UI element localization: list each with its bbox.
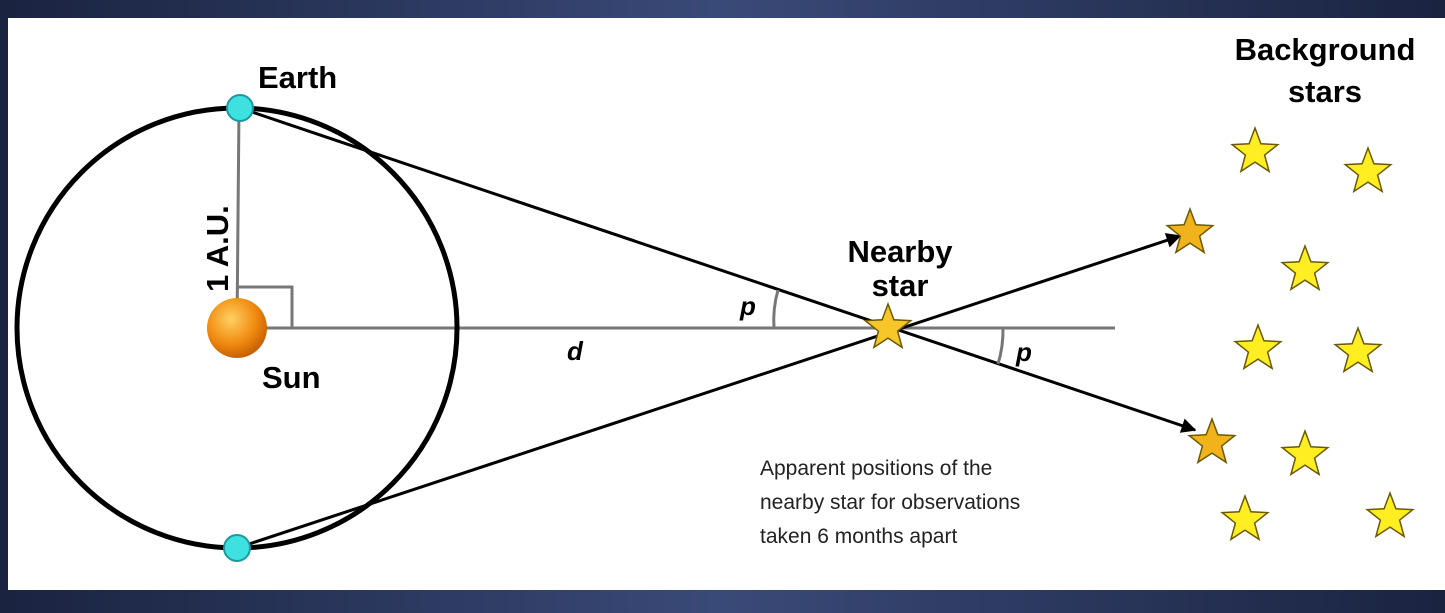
radius-label: 1 A.U. <box>200 205 235 292</box>
earth-label: Earth <box>258 60 337 95</box>
distance-label: d <box>567 336 584 366</box>
parallax-label: p <box>1015 337 1032 367</box>
nearby-star-label: Nearby <box>847 234 953 269</box>
radius-line <box>237 108 239 328</box>
sun-label: Sun <box>262 360 321 395</box>
parallax-label: p <box>739 291 756 321</box>
earth <box>227 95 253 121</box>
parallax-diagram: Earth Sun 1 A.U. d p p Nearby star Backg… <box>0 0 1445 613</box>
caption: Apparent positions of the <box>760 457 992 480</box>
background-stars-label: stars <box>1288 74 1362 109</box>
caption: taken 6 months apart <box>760 525 957 548</box>
caption: nearby star for observations <box>760 491 1020 514</box>
nearby-star-label: star <box>872 268 929 303</box>
background-stars-label: Background <box>1235 32 1416 67</box>
earth <box>224 535 250 561</box>
sun <box>207 298 267 358</box>
